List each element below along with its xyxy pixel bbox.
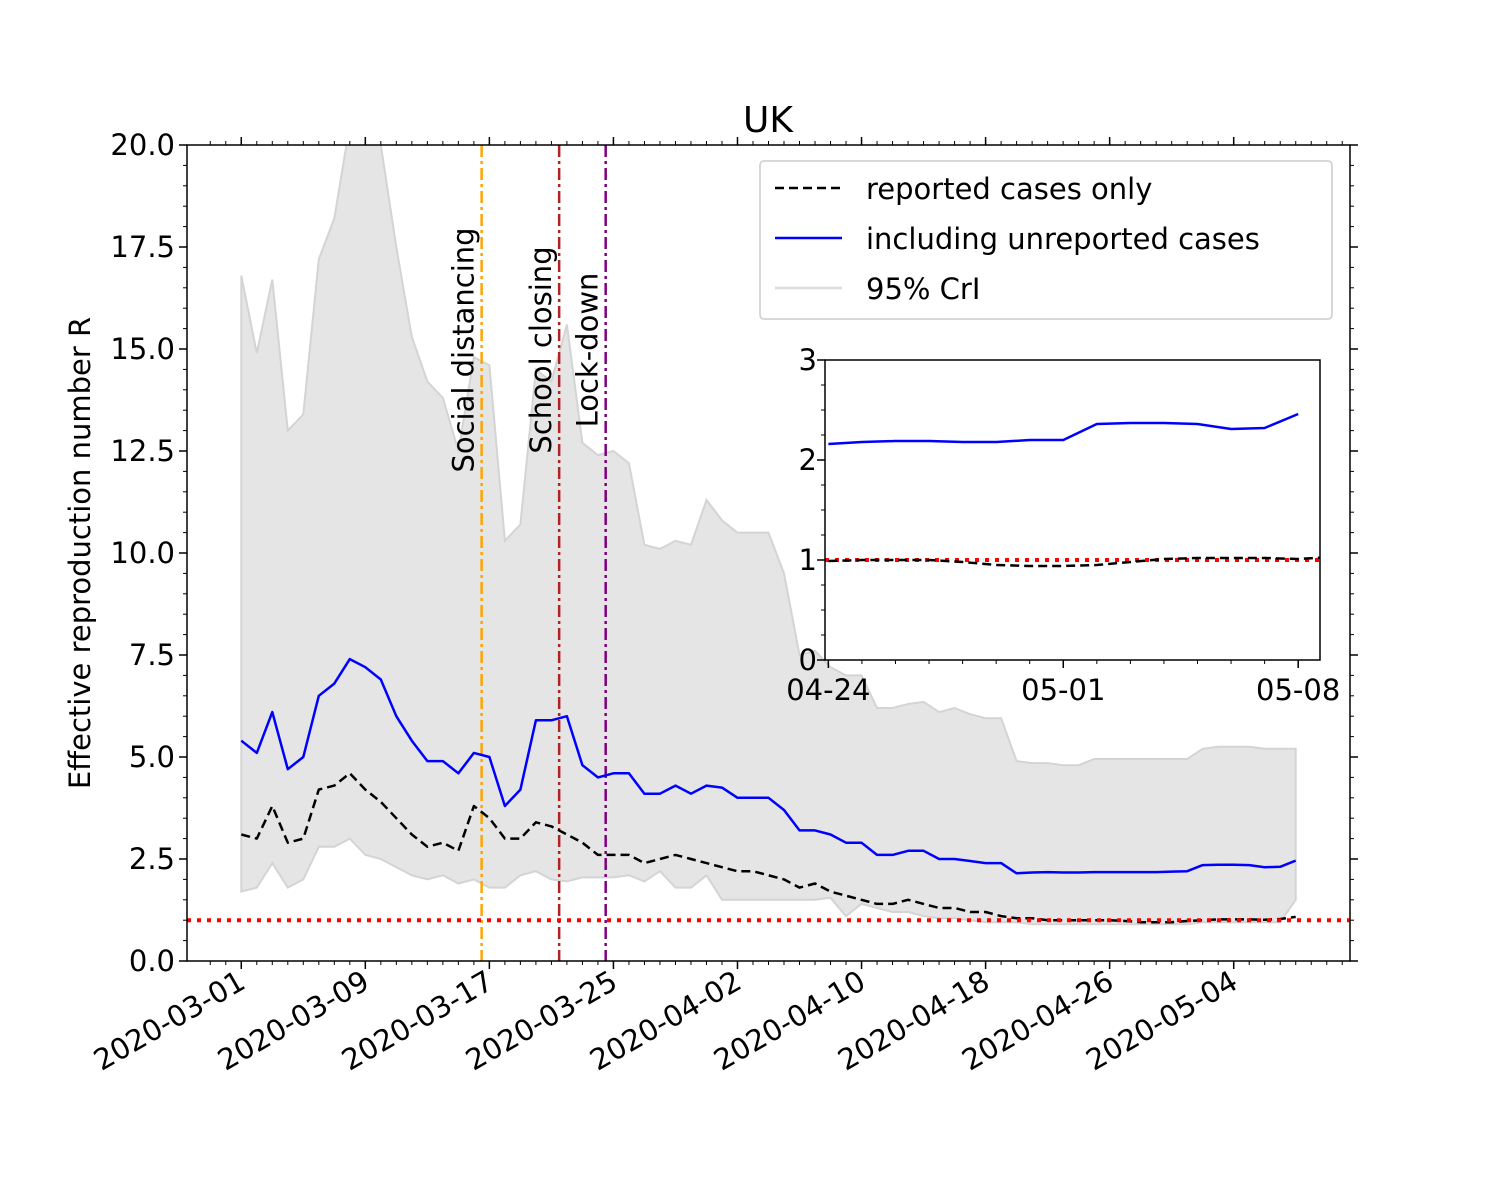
inset-series-reported-line	[828, 556, 1320, 568]
legend-label-crl: 95% CrI	[866, 272, 980, 306]
y-tick-label: 5.0	[129, 740, 175, 774]
legend: reported cases only including unreported…	[759, 160, 1333, 320]
y-tick-label: 17.5	[110, 230, 175, 264]
y-tick-label: 12.5	[110, 434, 175, 468]
y-tick-label: 2.5	[129, 842, 175, 876]
inset-x-tick-label: 05-01	[1021, 673, 1105, 707]
y-tick-label: 20.0	[110, 128, 175, 162]
series-unreported-line	[240, 657, 1297, 875]
inset-x-axis: 04-24 05-01 05-08	[786, 660, 1340, 707]
y-tick-label: 10.0	[110, 536, 175, 570]
legend-box	[759, 160, 1333, 320]
event-lines-layer: Social distancing School closing Lock-down	[447, 145, 607, 961]
inset-series-unreported-line	[828, 412, 1299, 446]
inset-y-tick-label: 1	[799, 543, 817, 577]
y-axis-label: Effective reproduction number R	[63, 317, 97, 789]
y-tick-label: 15.0	[110, 332, 175, 366]
credible-interval-band	[240, 145, 1297, 926]
inset-y-tick-label: 2	[799, 443, 817, 477]
inset-y-tick-label: 3	[799, 343, 817, 377]
y-tick-label: 7.5	[129, 638, 175, 672]
legend-label-unreported: including unreported cases	[866, 222, 1260, 256]
y-tick-label: 0.0	[129, 944, 175, 978]
inset-x-tick-label: 05-08	[1256, 673, 1340, 707]
chart-title: UK	[743, 100, 794, 141]
social-distancing-event-label: Social distancing	[447, 227, 481, 472]
credible-interval-band-layer	[240, 145, 1297, 926]
inset-y-axis: 0 1 2 3	[799, 343, 825, 677]
inset-background	[825, 360, 1320, 660]
inset-x-tick-label: 04-24	[786, 673, 870, 707]
inset-chart: 0 1 2 3 04-24 05-01 05-08	[786, 343, 1340, 707]
inset-series-layer	[828, 412, 1320, 568]
series-layer	[240, 657, 1297, 924]
lock-down-event-label: Lock-down	[571, 273, 605, 428]
legend-label-reported: reported cases only	[866, 172, 1152, 206]
y-axis: 0.0 2.5 5.0 7.5 10.0 12.5 15.0 17.5 20.0	[110, 128, 1358, 978]
inset-y-tick-label: 0	[799, 643, 817, 677]
school-closing-event-label: School closing	[524, 246, 558, 453]
